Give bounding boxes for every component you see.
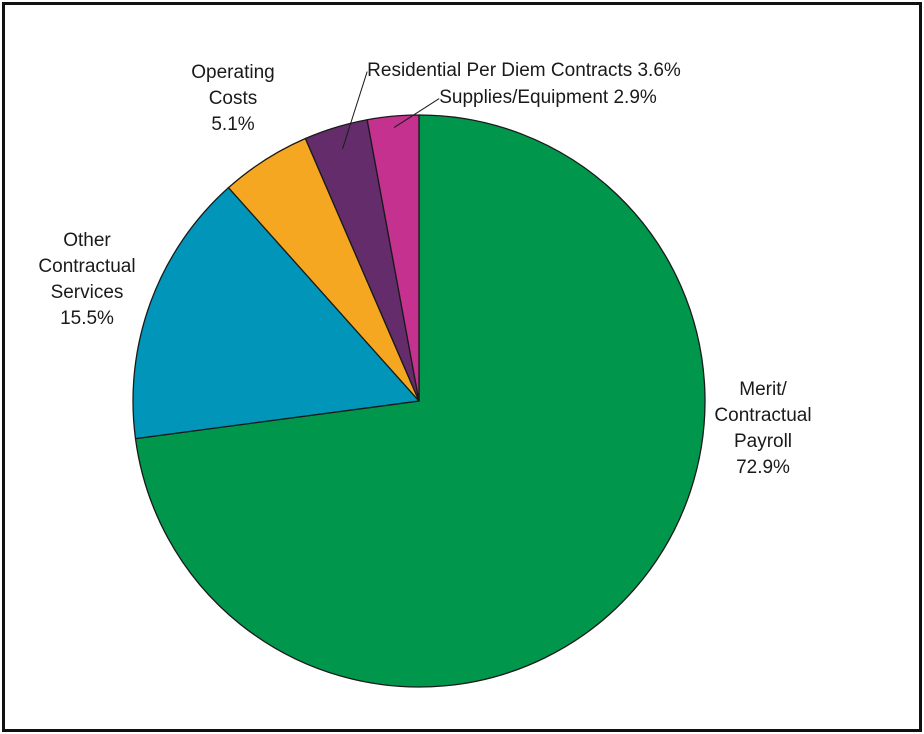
pie-slices [132,114,706,688]
slice-label-residential-per-diem-contracts: Residential Per Diem Contracts 3.6% [367,60,681,81]
pie-slice-supplies-equipment [366,114,420,402]
slice-label-supplies-equipment: Supplies/Equipment 2.9% [439,87,657,108]
slice-label-merit-contractual-payroll: Merit/Contractual Payroll 72.9% [714,379,811,478]
leader-line-residential-per-diem-contracts [341,71,368,150]
slice-labels: Merit/Contractual Payroll 72.9% Other Contra… [38,60,811,478]
pie-slice-merit-contractual-payroll [134,114,706,688]
slice-label-operating-costs: Operating Costs 5.1% [191,62,274,135]
pie-slice-other-contractual-services [132,187,420,440]
leader-line-supplies-equipment [393,98,440,129]
leader-lines [341,71,440,150]
slice-label-other-contractual-services: Other Contractual Services 15.5% [38,230,135,329]
